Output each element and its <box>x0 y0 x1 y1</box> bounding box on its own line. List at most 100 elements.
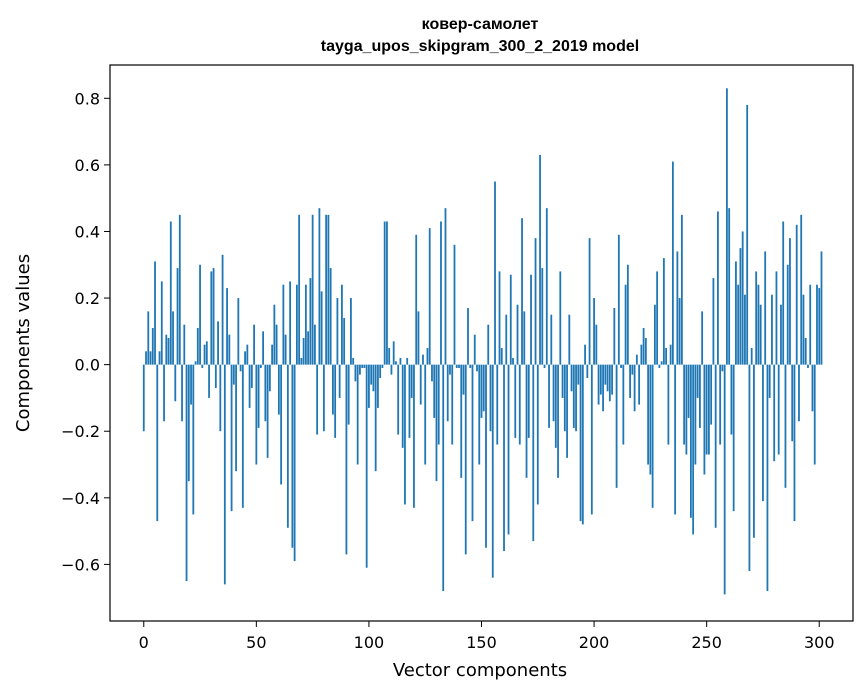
bar <box>392 341 395 365</box>
bar <box>246 344 249 365</box>
bar <box>410 364 413 398</box>
bar <box>784 364 787 488</box>
bars-group <box>142 88 823 595</box>
bar <box>708 364 710 455</box>
bar <box>561 364 564 398</box>
bar <box>737 284 740 365</box>
bar <box>714 364 717 528</box>
bar <box>354 364 357 382</box>
bar <box>478 364 481 465</box>
bar <box>595 324 598 365</box>
bar <box>692 364 695 535</box>
bar <box>757 284 760 365</box>
bar <box>521 218 523 365</box>
chart-subtitle: tayga_upos_skipgram_300_2_2019 model <box>321 38 639 55</box>
bar <box>581 364 584 525</box>
bar <box>293 364 296 562</box>
bar <box>744 294 746 365</box>
bar <box>615 364 618 488</box>
bar <box>332 364 334 415</box>
bar <box>575 364 577 432</box>
bar <box>462 364 465 395</box>
bar <box>809 284 812 365</box>
bar <box>559 271 562 365</box>
bar <box>802 294 805 365</box>
y-axis-ticks: −0.6 −0.4 −0.2 0.0 0.2 0.4 0.6 0.8 <box>61 89 110 574</box>
bar <box>217 321 219 365</box>
y-tick-label: 0.2 <box>75 289 100 308</box>
bar <box>566 364 568 458</box>
bar <box>406 357 409 365</box>
bar <box>485 364 487 548</box>
bar <box>417 311 420 365</box>
x-axis-label: Vector components <box>393 660 567 681</box>
bar <box>811 364 814 412</box>
bar <box>446 364 449 422</box>
bar <box>271 344 274 365</box>
bar <box>262 331 264 365</box>
bar <box>174 364 177 402</box>
bar <box>336 298 339 365</box>
bar <box>728 208 731 365</box>
bar <box>762 364 764 502</box>
bar <box>777 364 780 455</box>
bar <box>500 347 503 365</box>
bar <box>617 234 620 365</box>
bar <box>527 364 530 438</box>
bar <box>374 364 377 472</box>
bar <box>494 181 496 365</box>
bar <box>539 154 541 365</box>
bar <box>334 364 337 438</box>
bar <box>572 364 575 428</box>
bar <box>482 364 485 412</box>
bar <box>647 364 650 465</box>
bar <box>568 314 571 365</box>
bar <box>768 364 771 398</box>
bar <box>730 364 733 435</box>
bar <box>669 344 672 365</box>
bar <box>699 364 701 428</box>
bar <box>325 214 328 365</box>
bar <box>662 258 665 365</box>
x-tick-label: 100 <box>354 633 385 652</box>
bar <box>703 364 706 475</box>
bar <box>151 328 154 365</box>
bar <box>253 324 255 365</box>
bar <box>523 311 526 365</box>
plot-frame <box>109 64 854 622</box>
bar <box>678 298 681 365</box>
bar <box>473 334 476 365</box>
bar <box>550 314 553 365</box>
bar <box>732 364 735 512</box>
bar <box>651 364 654 508</box>
bar <box>764 251 767 365</box>
bar <box>599 364 602 395</box>
bar <box>341 284 343 365</box>
bar <box>268 364 271 392</box>
bar <box>424 364 427 465</box>
bar <box>145 351 147 365</box>
bar <box>223 364 226 585</box>
bar <box>329 268 332 365</box>
bar <box>149 351 152 365</box>
bar <box>320 291 323 365</box>
bar <box>608 364 611 402</box>
bar <box>635 354 638 365</box>
bar <box>228 334 231 365</box>
bar <box>532 364 535 542</box>
bar <box>489 364 492 432</box>
bar <box>386 221 388 365</box>
bar <box>365 364 368 568</box>
bar <box>440 221 442 365</box>
bar <box>304 284 307 365</box>
bar <box>633 364 636 412</box>
bar <box>444 208 447 365</box>
bar <box>377 364 379 408</box>
bar <box>735 261 737 365</box>
x-tick-label: 200 <box>579 633 610 652</box>
bar <box>548 364 550 428</box>
bar <box>545 208 548 365</box>
bar <box>185 364 188 582</box>
bar <box>602 364 604 412</box>
bar <box>221 254 224 365</box>
